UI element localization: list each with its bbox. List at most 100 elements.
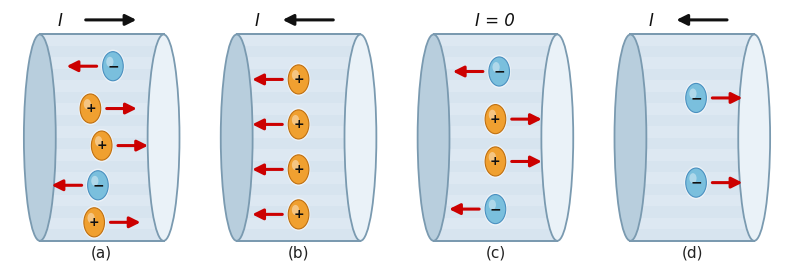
Text: −: −: [493, 65, 505, 79]
Circle shape: [484, 102, 507, 136]
Bar: [40, 184, 164, 195]
Bar: [40, 207, 164, 218]
Ellipse shape: [345, 35, 376, 241]
Bar: [630, 161, 754, 172]
Bar: [40, 35, 164, 241]
Bar: [40, 230, 164, 241]
Bar: [40, 46, 164, 58]
Text: +: +: [490, 155, 501, 168]
Circle shape: [95, 136, 102, 146]
Circle shape: [489, 110, 496, 120]
Circle shape: [684, 81, 708, 115]
Bar: [237, 207, 360, 218]
Circle shape: [492, 62, 499, 72]
Bar: [434, 138, 557, 149]
Circle shape: [288, 65, 309, 94]
Circle shape: [287, 108, 310, 141]
Bar: [237, 115, 360, 126]
Bar: [434, 46, 557, 58]
Bar: [40, 92, 164, 103]
Text: (b): (b): [287, 246, 310, 261]
Ellipse shape: [24, 35, 56, 241]
Ellipse shape: [738, 35, 770, 241]
Bar: [40, 69, 164, 80]
Bar: [434, 35, 557, 241]
Bar: [237, 138, 360, 149]
Circle shape: [101, 49, 125, 83]
Circle shape: [83, 206, 106, 239]
Bar: [630, 35, 754, 241]
Circle shape: [287, 198, 310, 231]
Circle shape: [288, 155, 309, 184]
Circle shape: [485, 147, 506, 176]
Circle shape: [288, 200, 309, 229]
Bar: [237, 46, 360, 58]
Bar: [237, 69, 360, 80]
Bar: [434, 161, 557, 172]
Ellipse shape: [542, 35, 573, 241]
Circle shape: [287, 63, 310, 96]
Circle shape: [686, 168, 707, 197]
Bar: [434, 92, 557, 103]
Text: +: +: [490, 113, 501, 126]
Circle shape: [287, 153, 310, 186]
Bar: [237, 161, 360, 172]
Text: I: I: [255, 12, 260, 30]
Bar: [40, 161, 164, 172]
Circle shape: [292, 115, 299, 125]
Ellipse shape: [615, 35, 646, 241]
Text: +: +: [96, 139, 107, 152]
Circle shape: [102, 52, 123, 81]
Text: I = 0: I = 0: [476, 12, 515, 30]
Bar: [630, 46, 754, 58]
Bar: [630, 115, 754, 126]
Text: +: +: [89, 216, 99, 229]
Circle shape: [489, 200, 496, 210]
Circle shape: [79, 92, 102, 125]
Circle shape: [292, 160, 299, 170]
Text: (d): (d): [681, 246, 703, 261]
Circle shape: [484, 145, 507, 178]
Circle shape: [288, 110, 309, 139]
Circle shape: [686, 83, 707, 113]
Bar: [630, 69, 754, 80]
Bar: [237, 184, 360, 195]
Text: +: +: [293, 163, 304, 176]
Circle shape: [489, 152, 496, 162]
Circle shape: [689, 173, 696, 183]
Bar: [237, 230, 360, 241]
Bar: [630, 184, 754, 195]
Text: I: I: [58, 12, 63, 30]
Circle shape: [488, 55, 511, 88]
Circle shape: [87, 213, 94, 223]
Text: (c): (c): [485, 246, 506, 261]
Circle shape: [91, 176, 98, 186]
Bar: [434, 184, 557, 195]
Circle shape: [485, 194, 506, 224]
Circle shape: [87, 171, 108, 200]
Bar: [237, 92, 360, 103]
Bar: [630, 230, 754, 241]
Circle shape: [80, 94, 101, 123]
Circle shape: [84, 208, 105, 237]
Circle shape: [689, 89, 696, 99]
Bar: [434, 230, 557, 241]
Circle shape: [485, 104, 506, 134]
Circle shape: [83, 99, 91, 109]
Bar: [630, 207, 754, 218]
Bar: [434, 69, 557, 80]
Text: +: +: [85, 102, 96, 115]
Bar: [40, 115, 164, 126]
Bar: [630, 138, 754, 149]
Text: −: −: [92, 178, 104, 192]
Text: −: −: [690, 176, 702, 190]
Circle shape: [292, 70, 299, 80]
Circle shape: [684, 166, 708, 199]
Text: (a): (a): [91, 246, 112, 261]
Ellipse shape: [418, 35, 449, 241]
Bar: [434, 207, 557, 218]
Text: +: +: [293, 118, 304, 131]
Bar: [630, 92, 754, 103]
Text: +: +: [293, 208, 304, 221]
Circle shape: [90, 129, 114, 162]
